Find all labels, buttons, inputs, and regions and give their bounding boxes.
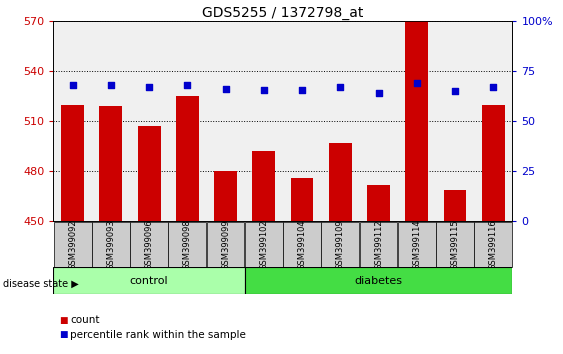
Text: GSM399112: GSM399112 xyxy=(374,219,383,270)
FancyBboxPatch shape xyxy=(321,222,359,267)
FancyBboxPatch shape xyxy=(245,222,283,267)
Bar xyxy=(482,104,504,221)
Text: count: count xyxy=(70,315,100,325)
Text: GSM399102: GSM399102 xyxy=(260,219,269,270)
Text: control: control xyxy=(129,275,168,286)
Text: GSM399104: GSM399104 xyxy=(297,219,306,270)
FancyBboxPatch shape xyxy=(283,222,321,267)
Text: ■: ■ xyxy=(59,316,68,325)
Point xyxy=(297,87,306,93)
Point xyxy=(450,88,459,94)
FancyBboxPatch shape xyxy=(436,222,474,267)
Bar xyxy=(444,190,466,221)
Bar xyxy=(61,104,84,221)
Point xyxy=(374,90,383,96)
Point xyxy=(412,80,421,86)
Text: GSM399099: GSM399099 xyxy=(221,219,230,270)
Point xyxy=(183,82,192,88)
Point xyxy=(68,82,77,88)
FancyBboxPatch shape xyxy=(398,222,436,267)
Text: GSM399114: GSM399114 xyxy=(412,219,421,270)
Point xyxy=(260,87,269,93)
FancyBboxPatch shape xyxy=(92,222,129,267)
Text: GSM399098: GSM399098 xyxy=(183,219,192,270)
Bar xyxy=(252,151,275,221)
Bar xyxy=(405,18,428,221)
Bar xyxy=(245,267,512,294)
Text: GSM399109: GSM399109 xyxy=(336,219,345,270)
Point xyxy=(336,84,345,90)
Text: diabetes: diabetes xyxy=(355,275,403,286)
Text: ■: ■ xyxy=(59,330,68,339)
FancyBboxPatch shape xyxy=(130,222,168,267)
FancyBboxPatch shape xyxy=(207,222,244,267)
FancyBboxPatch shape xyxy=(360,222,397,267)
Text: percentile rank within the sample: percentile rank within the sample xyxy=(70,330,246,339)
Text: GSM399096: GSM399096 xyxy=(145,219,154,270)
Text: disease state ▶: disease state ▶ xyxy=(3,279,79,289)
Text: GSM399116: GSM399116 xyxy=(489,219,498,270)
Bar xyxy=(53,267,245,294)
Text: GSM399092: GSM399092 xyxy=(68,219,77,270)
Point xyxy=(145,84,154,90)
FancyBboxPatch shape xyxy=(53,222,92,267)
Text: GSM399115: GSM399115 xyxy=(450,219,459,270)
FancyBboxPatch shape xyxy=(474,222,512,267)
Text: GSM399093: GSM399093 xyxy=(106,219,115,270)
Point xyxy=(221,86,230,92)
Bar xyxy=(291,178,314,221)
Bar xyxy=(367,184,390,221)
FancyBboxPatch shape xyxy=(168,222,206,267)
Point xyxy=(106,82,115,88)
Bar xyxy=(329,143,352,221)
Bar xyxy=(99,106,122,221)
Point xyxy=(489,84,498,90)
Bar xyxy=(214,171,237,221)
Title: GDS5255 / 1372798_at: GDS5255 / 1372798_at xyxy=(202,6,364,20)
Bar xyxy=(176,96,199,221)
Bar xyxy=(137,126,160,221)
